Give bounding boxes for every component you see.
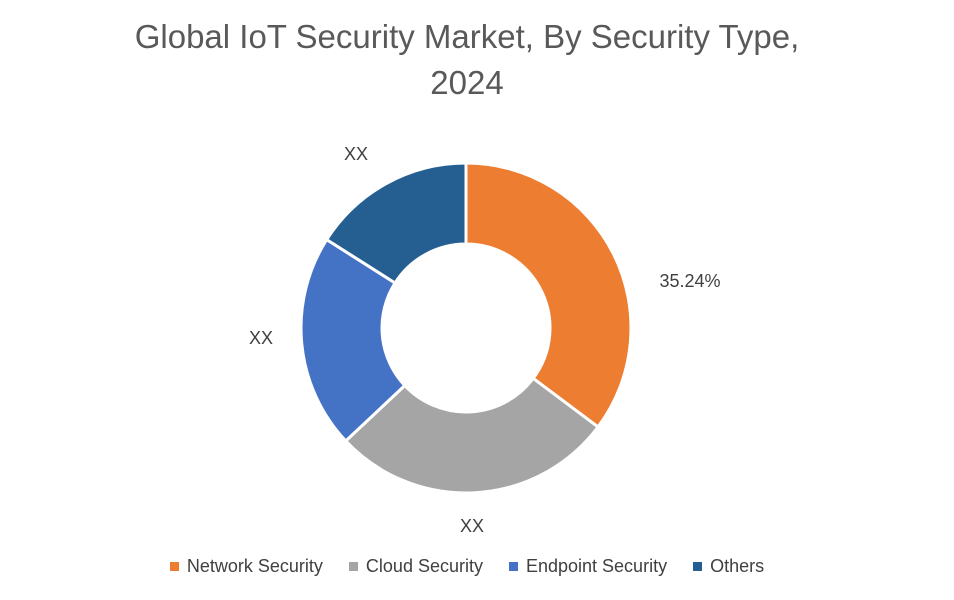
legend-label-others: Others xyxy=(710,556,765,576)
legend-item-network-security: Network Security xyxy=(169,556,323,577)
legend-item-endpoint-security: Endpoint Security xyxy=(508,556,668,577)
legend-label-endpoint-security: Endpoint Security xyxy=(525,556,668,576)
donut-data-labels: 35.24% XX XX XX xyxy=(249,144,721,536)
chart-title-line-2: 2024 xyxy=(430,64,504,101)
chart-legend: Network Security Cloud Security Endpoint S… xyxy=(0,556,934,577)
data-label-network-security: 35.24% xyxy=(659,271,720,291)
data-label-cloud-security: XX xyxy=(460,516,484,536)
legend-swatch-network-security xyxy=(169,562,179,571)
chart-title: Global IoT Security Market, By Security … xyxy=(0,14,934,106)
data-label-endpoint-security: XX xyxy=(249,328,273,348)
legend-swatch-others xyxy=(693,562,703,571)
legend-swatch-endpoint-security xyxy=(508,562,518,571)
legend-item-cloud-security: Cloud Security xyxy=(348,556,483,577)
slice-others xyxy=(324,161,468,286)
legend-item-others: Others xyxy=(693,556,764,577)
slice-endpoint-security xyxy=(299,237,407,444)
data-label-others: XX xyxy=(344,144,368,164)
legend-label-cloud-security: Cloud Security xyxy=(365,556,483,576)
donut-slices xyxy=(299,161,633,495)
legend-label-network-security: Network Security xyxy=(186,556,323,576)
donut-chart: 35.24% XX XX XX xyxy=(249,144,721,536)
legend-swatch-cloud-security xyxy=(348,562,358,571)
slice-cloud-security xyxy=(343,376,601,495)
chart-title-line-1: Global IoT Security Market, By Security … xyxy=(134,18,800,55)
slice-network-security xyxy=(464,161,633,430)
